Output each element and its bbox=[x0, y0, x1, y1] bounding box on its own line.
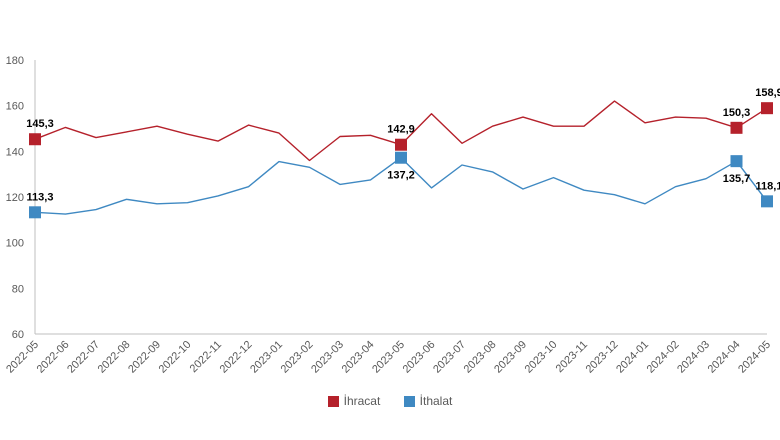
x-tick-label: 2023-02 bbox=[279, 339, 316, 376]
y-tick-label: 180 bbox=[6, 55, 24, 67]
x-tick-label: 2023-08 bbox=[462, 339, 499, 376]
x-tick-label: 2023-07 bbox=[431, 339, 468, 376]
legend-swatch-ihracat bbox=[327, 395, 339, 407]
x-tick-label: 2024-01 bbox=[614, 339, 651, 376]
x-tick-label: 2022-08 bbox=[96, 339, 133, 376]
x-tick-label: 2024-04 bbox=[706, 339, 743, 376]
y-tick-label: 60 bbox=[12, 329, 24, 341]
y-axis: 60 80 100 120 140 160 180 bbox=[6, 55, 36, 341]
series-line bbox=[34, 156, 768, 215]
data-label: 113,3 bbox=[27, 191, 54, 203]
x-tick-label: 2024-02 bbox=[645, 339, 682, 376]
data-label: 135,7 bbox=[723, 173, 751, 185]
x-tick-label: 2022-05 bbox=[4, 339, 41, 376]
x-tick-label: 2022-12 bbox=[218, 339, 255, 376]
x-tick-label: 2023-10 bbox=[523, 339, 560, 376]
data-marker bbox=[395, 151, 407, 164]
x-tick-label: 2022-09 bbox=[126, 339, 163, 376]
x-tick-label: 2023-01 bbox=[248, 339, 285, 376]
data-marker bbox=[730, 121, 743, 134]
x-tick-label: 2022-10 bbox=[157, 339, 194, 376]
legend-label-ithalat: İthalat bbox=[419, 394, 453, 408]
legend-swatch-ithalat bbox=[403, 395, 415, 407]
y-tick-label: 140 bbox=[6, 146, 24, 158]
data-marker bbox=[395, 138, 407, 151]
series-layer bbox=[29, 100, 773, 219]
data-marker bbox=[761, 195, 773, 208]
legend-item-ithalat: İthalat bbox=[403, 394, 453, 408]
data-label: 118,1 bbox=[756, 180, 780, 192]
data-labels: 145,3 142,9 150,3 158,9 113,3 137,2 135,7 118,1 bbox=[26, 87, 780, 203]
x-tick-label: 2022-06 bbox=[35, 339, 72, 376]
y-tick-label: 120 bbox=[6, 192, 24, 204]
legend-label-ihracat: İhracat bbox=[343, 394, 381, 408]
y-tick-label: 100 bbox=[6, 238, 24, 250]
y-tick-label: 80 bbox=[12, 283, 24, 295]
data-marker bbox=[29, 206, 41, 219]
data-label: 150,3 bbox=[723, 107, 751, 119]
x-tick-label: 2024-05 bbox=[736, 339, 773, 376]
data-marker bbox=[29, 133, 41, 146]
x-tick-label: 2024-03 bbox=[675, 339, 712, 376]
x-tick-label: 2023-12 bbox=[584, 339, 621, 376]
data-label: 145,3 bbox=[26, 118, 54, 130]
data-marker bbox=[761, 102, 773, 115]
data-label: 137,2 bbox=[387, 170, 415, 182]
x-axis: 2022-052022-062022-072022-082022-092022-… bbox=[4, 333, 773, 376]
x-tick-label: 2023-05 bbox=[370, 339, 407, 376]
x-tick-label: 2023-04 bbox=[340, 339, 377, 376]
legend-item-ihracat: İhracat bbox=[327, 394, 381, 408]
x-tick-label: 2022-07 bbox=[65, 339, 102, 376]
y-tick-label: 160 bbox=[6, 101, 24, 113]
x-tick-label: 2023-03 bbox=[309, 339, 346, 376]
data-marker bbox=[730, 155, 743, 168]
data-label: 158,9 bbox=[755, 87, 780, 99]
x-tick-label: 2023-06 bbox=[401, 339, 438, 376]
data-label: 142,9 bbox=[387, 124, 415, 136]
legend: İhracat İthalat bbox=[0, 394, 780, 410]
x-tick-label: 2023-09 bbox=[492, 339, 529, 376]
